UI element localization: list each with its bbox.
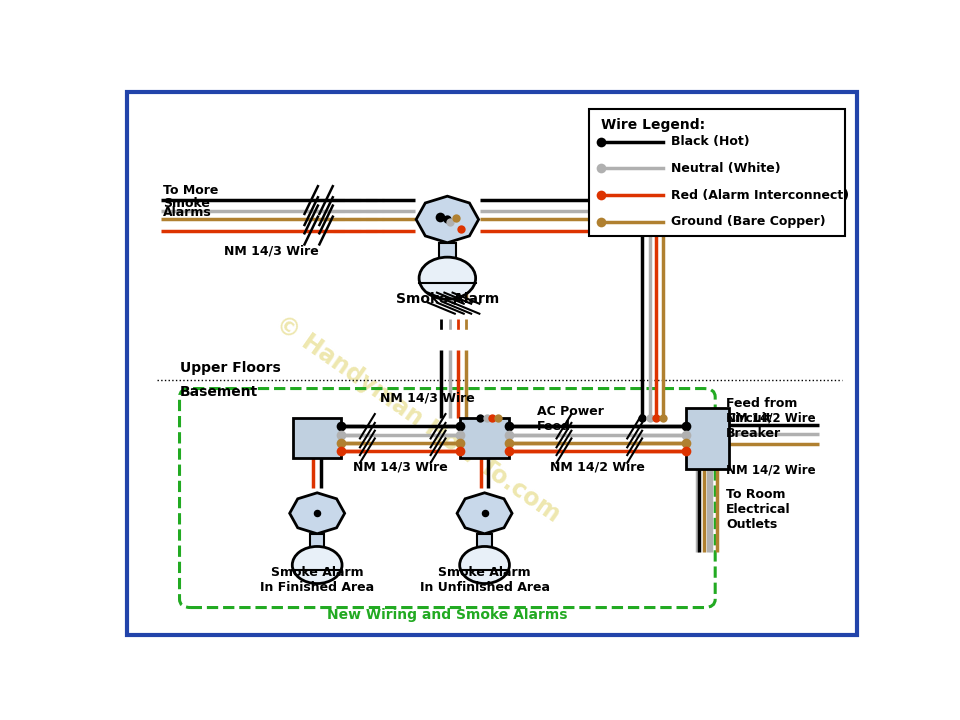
- Text: Black (Hot): Black (Hot): [670, 135, 749, 148]
- Text: Smoke Alarm
In Unfinished Area: Smoke Alarm In Unfinished Area: [420, 566, 549, 594]
- Text: To Room
Electrical
Outlets: To Room Electrical Outlets: [727, 488, 791, 531]
- Text: NM 14/3 Wire: NM 14/3 Wire: [380, 392, 475, 405]
- Text: NM 14/2 Wire: NM 14/2 Wire: [550, 461, 645, 474]
- Text: Smoke Alarm: Smoke Alarm: [396, 292, 499, 305]
- Text: NM 14/3 Wire: NM 14/3 Wire: [225, 244, 319, 258]
- Text: New Wiring and Smoke Alarms: New Wiring and Smoke Alarms: [327, 608, 567, 621]
- Polygon shape: [290, 492, 345, 534]
- Text: Smoke: Smoke: [163, 197, 210, 210]
- FancyBboxPatch shape: [588, 109, 846, 236]
- FancyBboxPatch shape: [310, 534, 324, 556]
- Text: Red (Alarm Interconnect): Red (Alarm Interconnect): [670, 189, 849, 202]
- Circle shape: [420, 257, 475, 300]
- Text: Alarms: Alarms: [163, 207, 212, 220]
- Text: To More: To More: [163, 184, 219, 197]
- Circle shape: [460, 546, 510, 583]
- Text: © Handyman How To.com: © Handyman How To.com: [271, 311, 564, 527]
- Text: Feed from
Circuit
Breaker: Feed from Circuit Breaker: [727, 397, 798, 440]
- FancyBboxPatch shape: [686, 408, 730, 469]
- Text: Wire Legend:: Wire Legend:: [601, 118, 706, 132]
- Text: NM 14/2 Wire: NM 14/2 Wire: [727, 412, 816, 425]
- Text: NM 14/2 Wire: NM 14/2 Wire: [727, 464, 816, 477]
- Text: NM 14/3 Wire: NM 14/3 Wire: [353, 461, 448, 474]
- Text: AC Power
Feed: AC Power Feed: [537, 405, 604, 433]
- FancyBboxPatch shape: [439, 243, 456, 268]
- Text: Ground (Bare Copper): Ground (Bare Copper): [670, 215, 826, 228]
- Text: Neutral (White): Neutral (White): [670, 162, 780, 175]
- FancyBboxPatch shape: [293, 418, 342, 459]
- Circle shape: [292, 546, 342, 583]
- Text: Upper Floors: Upper Floors: [180, 361, 280, 374]
- FancyBboxPatch shape: [461, 418, 509, 459]
- Polygon shape: [457, 492, 512, 534]
- FancyBboxPatch shape: [128, 92, 856, 635]
- FancyBboxPatch shape: [477, 534, 492, 556]
- Text: Smoke Alarm
In Finished Area: Smoke Alarm In Finished Area: [260, 566, 374, 594]
- Polygon shape: [416, 196, 479, 243]
- Text: Basement: Basement: [180, 384, 258, 399]
